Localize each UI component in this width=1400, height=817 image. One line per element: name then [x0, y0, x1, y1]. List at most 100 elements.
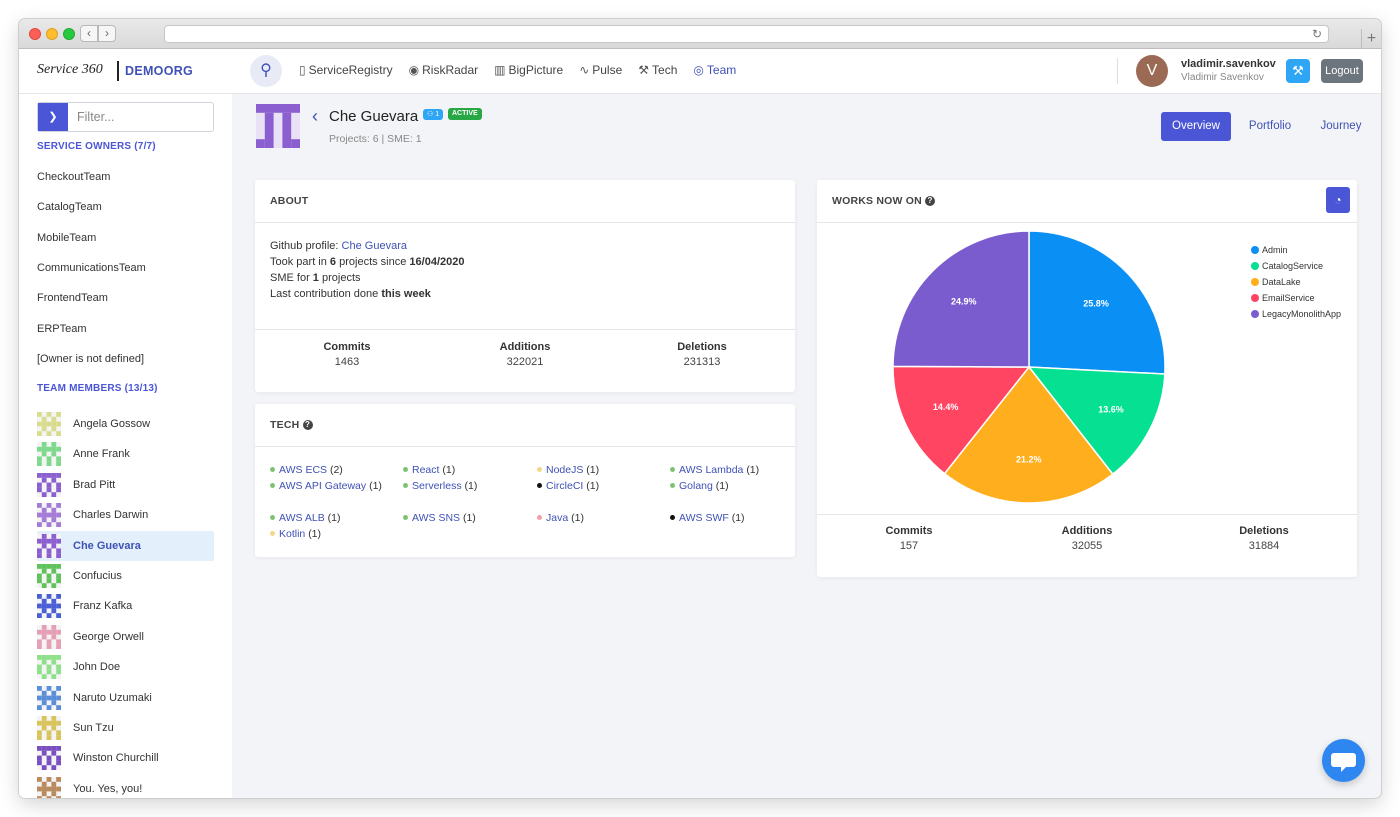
sidebar-owner-item[interactable]: CommunicationsTeam	[37, 262, 146, 274]
sidebar-owner-item[interactable]: ERPTeam	[37, 323, 87, 335]
chat-button[interactable]	[1322, 739, 1365, 782]
chart-legend: Admin CatalogService DataLake EmailService L…	[1251, 242, 1341, 322]
tech-link[interactable]: CircleCI	[546, 480, 584, 492]
sidebar-owner-item[interactable]: MobileTeam	[37, 232, 97, 244]
nav-item-bigpicture[interactable]: ▥ BigPicture	[494, 63, 563, 77]
sidebar-member-item[interactable]: Brad Pitt	[37, 470, 214, 500]
tab-overview[interactable]: Overview	[1161, 112, 1231, 141]
maximize-window-icon[interactable]	[63, 28, 75, 40]
sidebar-member-item[interactable]: Che Guevara	[37, 530, 214, 561]
logo[interactable]: Service 360	[37, 62, 103, 77]
legend-item[interactable]: DataLake	[1251, 274, 1341, 290]
nav-item-serviceregistry[interactable]: ▯ ServiceRegistry	[299, 63, 393, 77]
sidebar-owner-item[interactable]: CheckoutTeam	[37, 171, 111, 183]
tech-link[interactable]: NodeJS	[546, 464, 584, 476]
tech-link[interactable]: AWS ECS	[279, 464, 328, 476]
pie-chart-toggle-icon[interactable]: ◔	[1326, 187, 1350, 213]
user-avatar[interactable]: V	[1136, 55, 1168, 87]
github-profile-link[interactable]: Che Guevara	[341, 240, 407, 252]
tech-link[interactable]: AWS Lambda	[679, 464, 744, 476]
profile-name: Che Guevara	[329, 108, 419, 125]
logout-button[interactable]: Logout	[1321, 59, 1363, 83]
filter-input[interactable]: Filter...	[77, 110, 115, 124]
sidebar-member-item[interactable]: Confucius	[37, 561, 214, 591]
tech-item: AWS ECS (2)	[270, 464, 343, 476]
user-full-name: Vladimir Savenkov	[1181, 72, 1264, 83]
member-avatar-icon	[37, 442, 61, 467]
nav-item-tech[interactable]: ⚒ Tech	[638, 63, 677, 77]
identicon-icon	[256, 104, 300, 148]
browser-chrome: ‹ › ↻ +	[19, 19, 1381, 49]
tab-portfolio[interactable]: Portfolio	[1248, 120, 1292, 132]
member-name: Che Guevara	[73, 539, 141, 552]
legend-item[interactable]: EmailService	[1251, 290, 1341, 306]
legend-item[interactable]: Admin	[1251, 242, 1341, 258]
help-icon[interactable]: ?	[925, 196, 936, 206]
sidebar-owner-item[interactable]: FrontendTeam	[37, 292, 108, 304]
minimize-window-icon[interactable]	[46, 28, 58, 40]
nav-label: Pulse	[592, 63, 623, 77]
close-window-icon[interactable]	[29, 28, 41, 40]
tech-link[interactable]: AWS ALB	[279, 512, 325, 524]
tools-button[interactable]: ⚒	[1286, 59, 1310, 83]
nav-item-riskradar[interactable]: ◉ RiskRadar	[409, 63, 479, 77]
sidebar-member-item[interactable]: Sun Tzu	[37, 713, 214, 743]
sidebar-member-item[interactable]: Charles Darwin	[37, 500, 214, 530]
tech-item: Serverless (1)	[403, 480, 477, 492]
legend-item[interactable]: LegacyMonolithApp	[1251, 306, 1341, 322]
service-owners-title[interactable]: SERVICE OWNERS (7/7)	[37, 141, 156, 152]
reload-icon[interactable]: ↻	[1311, 27, 1322, 41]
member-name: Naruto Uzumaki	[73, 691, 152, 704]
tech-link[interactable]: React	[412, 464, 440, 476]
new-tab-icon[interactable]: +	[1361, 29, 1381, 49]
user-username: vladimir.savenkov	[1181, 58, 1276, 70]
sidebar-member-item[interactable]: John Doe	[37, 652, 214, 682]
sidebar-member-item[interactable]: George Orwell	[37, 622, 214, 652]
tech-status-dot-icon	[270, 483, 275, 488]
sidebar-member-item[interactable]: Angela Gossow	[37, 409, 214, 439]
tech-status-dot-icon	[670, 483, 675, 488]
sidebar-owner-item[interactable]: CatalogTeam	[37, 201, 102, 213]
tech-item: Kotlin (1)	[270, 528, 321, 540]
browser-window: ‹ › ↻ + Service 360 DEMOORG ⚲ ▯ ServiceRe…	[19, 19, 1381, 798]
profile-count-badge: ⚇ 1	[423, 109, 444, 120]
org-name[interactable]: DEMOORG	[125, 64, 194, 78]
forward-arrow-icon[interactable]: ›	[98, 25, 116, 42]
pie-slice-datalake[interactable]	[943, 365, 1114, 504]
nav-item-pulse[interactable]: ∿ Pulse	[579, 63, 622, 77]
team-members-title[interactable]: TEAM MEMBERS (13/13)	[37, 383, 158, 394]
legend-item[interactable]: CatalogService	[1251, 258, 1341, 274]
tech-link[interactable]: AWS SWF	[679, 512, 729, 524]
tab-journey[interactable]: Journey	[1320, 120, 1362, 132]
tech-status-dot-icon	[270, 515, 275, 520]
tech-count: (1)	[731, 512, 745, 524]
tech-link[interactable]: Java	[546, 512, 569, 524]
pie-slice-emailservice[interactable]	[892, 365, 1031, 475]
tech-link[interactable]: Kotlin	[279, 528, 306, 540]
sidebar-member-item[interactable]: Anne Frank	[37, 439, 214, 469]
address-bar[interactable]: ↻	[164, 25, 1329, 43]
sidebar-member-item[interactable]: Franz Kafka	[37, 591, 214, 621]
sidebar-owner-item[interactable]: [Owner is not defined]	[37, 353, 145, 365]
nav-item-team[interactable]: ◎ Team	[693, 63, 736, 77]
pie-slice-catalogservice[interactable]	[1027, 366, 1166, 476]
tech-link[interactable]: AWS SNS	[412, 512, 461, 524]
tech-item: Java (1)	[537, 512, 584, 524]
filter-toggle-icon[interactable]: ❯	[38, 103, 68, 131]
tech-link[interactable]: Golang	[679, 480, 713, 492]
tech-item: AWS SWF (1)	[670, 512, 745, 524]
sidebar-member-item[interactable]: Naruto Uzumaki	[37, 683, 214, 713]
pie-slice-admin[interactable]	[1028, 230, 1166, 375]
legend-dot-icon	[1251, 294, 1259, 302]
team-icon: ◎	[693, 63, 704, 77]
back-arrow-icon[interactable]: ‹	[80, 25, 98, 42]
sidebar-member-item[interactable]: You. Yes, you!	[37, 774, 214, 798]
search-icon[interactable]: ⚲	[250, 55, 282, 87]
sidebar: ❯ Filter... SERVICE OWNERS (7/7) Checkou…	[19, 94, 232, 798]
help-icon[interactable]: ?	[302, 420, 313, 430]
back-chevron-icon[interactable]: ‹	[312, 106, 318, 126]
tech-link[interactable]: AWS API Gateway	[279, 480, 367, 492]
sidebar-member-item[interactable]: Winston Churchill	[37, 743, 214, 773]
tech-link[interactable]: Serverless	[412, 480, 462, 492]
pie-slice-legacymonolithapp[interactable]	[892, 230, 1030, 368]
